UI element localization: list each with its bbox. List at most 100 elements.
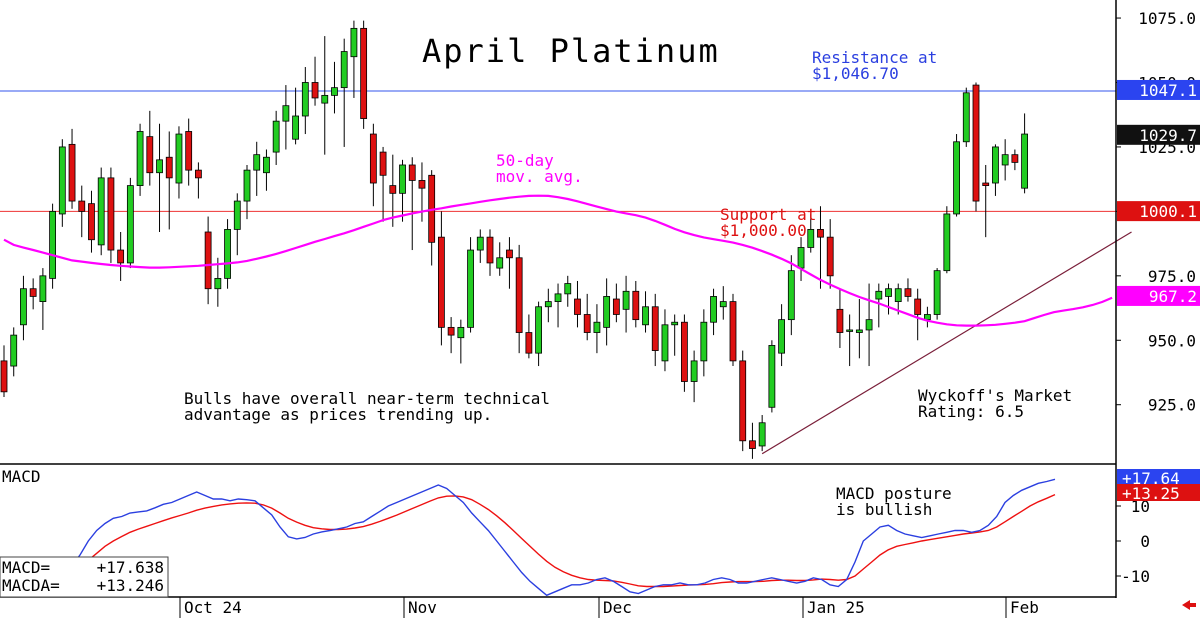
candle-body <box>88 203 95 241</box>
candle <box>651 293 659 367</box>
candle <box>379 146 387 222</box>
candle <box>301 67 309 135</box>
candle <box>20 275 27 341</box>
candle-body <box>914 298 922 315</box>
candle <box>331 61 338 114</box>
candle-body <box>39 275 47 303</box>
price-tag-box <box>1117 79 1200 100</box>
candle <box>855 299 863 359</box>
candle-body <box>894 288 902 303</box>
candle <box>457 319 465 364</box>
candle <box>49 203 56 289</box>
candle-body <box>467 249 474 328</box>
candle-body <box>700 321 708 362</box>
candle <box>612 283 620 323</box>
price-tag-label: 1047.1 <box>1139 81 1197 100</box>
candle <box>97 167 105 256</box>
candle-body <box>233 200 241 230</box>
candle <box>836 288 844 348</box>
candle <box>729 293 737 367</box>
x-tick-label: Jan 25 <box>807 598 865 617</box>
candle <box>437 211 445 346</box>
candle <box>165 131 173 230</box>
candle <box>681 314 688 392</box>
candle-body <box>904 288 912 297</box>
candle <box>914 288 922 341</box>
candle <box>564 275 572 307</box>
candle-body <box>535 306 542 354</box>
back-arrow-icon[interactable] <box>1182 600 1196 610</box>
candle-body <box>78 200 86 212</box>
candle-body <box>807 229 815 248</box>
annotation-macd-line1: MACD posture <box>836 484 952 503</box>
candle-body <box>496 257 504 269</box>
macd-y-tick-label: -10 <box>1121 567 1150 586</box>
macd-tag-box <box>1117 469 1200 486</box>
candle <box>486 229 494 276</box>
candle-body <box>982 182 990 186</box>
x-tick-label: Oct 24 <box>184 598 242 617</box>
candle <box>204 216 212 305</box>
annotation-ma-line2: mov. avg. <box>496 167 583 186</box>
candle <box>224 219 231 289</box>
candle <box>282 85 290 150</box>
candle-body <box>243 169 251 202</box>
candle-body <box>107 177 115 251</box>
trendline <box>761 231 1132 455</box>
candle <box>894 283 902 315</box>
price-tag-label: 1000.1 <box>1139 202 1197 221</box>
candle-body <box>622 290 630 310</box>
candle-body <box>136 131 144 186</box>
candle-body <box>165 156 173 179</box>
price-tag-box <box>1117 201 1200 222</box>
candle-body <box>885 288 892 297</box>
annotation-macd-line2: is bullish <box>836 500 932 519</box>
x-tick-label: Nov <box>408 598 437 617</box>
candle <box>817 206 824 289</box>
candle-body <box>379 151 387 176</box>
candle-body <box>554 293 562 303</box>
candle-body <box>224 229 231 279</box>
chart-title: April Platinum <box>422 32 720 70</box>
candle <box>710 288 717 336</box>
candle <box>214 257 222 307</box>
macd-readout-label: MACD= <box>2 558 50 577</box>
candle-body <box>1021 133 1028 189</box>
candle <box>661 309 669 372</box>
candle <box>943 206 951 274</box>
candle-body <box>778 319 785 354</box>
annotation-rating-line1: Wyckoff's Market <box>918 386 1072 405</box>
candle <box>1021 113 1028 194</box>
candle <box>525 314 533 359</box>
candle-body <box>175 133 183 184</box>
candle <box>506 237 513 289</box>
macd-tag-label: +13.25 <box>1122 484 1180 503</box>
candle-body <box>593 321 601 333</box>
candle-body <box>272 120 280 153</box>
candle <box>865 283 873 367</box>
candle <box>826 219 834 289</box>
candle <box>749 422 756 459</box>
candle <box>78 185 86 238</box>
candle <box>126 177 134 269</box>
candle <box>603 278 611 346</box>
candle-body <box>826 236 834 277</box>
candle-body <box>20 288 27 326</box>
candle-body <box>185 131 193 171</box>
candle-body <box>263 156 270 174</box>
candle <box>622 275 630 333</box>
candle-body <box>924 314 931 321</box>
y-tick-label: 975.0 <box>1148 267 1196 286</box>
candle-body <box>972 84 980 202</box>
candle-body <box>340 51 348 89</box>
candle <box>807 213 815 253</box>
candle <box>0 345 8 397</box>
price-tag-label: 1029.7 <box>1139 126 1197 145</box>
macd-tag-box <box>1117 484 1200 501</box>
candle-body <box>321 94 329 104</box>
annotation-bulls-line1: Bulls have overall near-term technical <box>184 389 550 408</box>
candle <box>885 283 892 315</box>
annotation-bulls-line2: advantage as prices trending up. <box>184 405 492 424</box>
candle-body <box>661 324 669 362</box>
candle-body <box>301 82 309 117</box>
